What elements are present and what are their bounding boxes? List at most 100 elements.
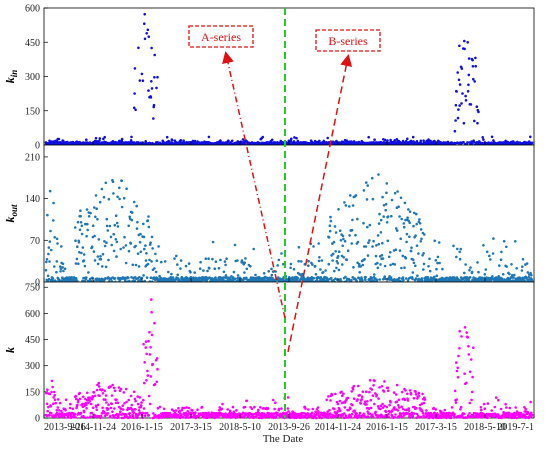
data-point [364, 278, 367, 282]
data-point [515, 267, 518, 270]
data-point [113, 407, 116, 410]
data-point [393, 139, 397, 142]
data-point [191, 409, 194, 412]
data-point [356, 240, 360, 244]
data-point [373, 138, 376, 141]
data-point [86, 416, 89, 419]
data-point [45, 260, 48, 264]
data-point [109, 414, 112, 418]
data-point [406, 137, 409, 141]
data-point [466, 41, 470, 44]
data-point [375, 393, 379, 397]
data-point [244, 257, 247, 260]
data-point [289, 139, 293, 143]
data-point [273, 407, 276, 411]
data-point [490, 135, 494, 139]
data-point [99, 257, 103, 261]
data-point [105, 224, 109, 228]
data-point [404, 256, 408, 260]
data-point [289, 266, 292, 270]
data-point [467, 344, 470, 348]
data-point [458, 104, 462, 107]
data-point [245, 267, 249, 271]
data-point [97, 238, 101, 241]
data-point [132, 200, 136, 204]
data-point [409, 249, 413, 253]
data-point [473, 80, 477, 83]
data-point [127, 276, 130, 280]
data-point [104, 265, 108, 269]
data-point [162, 407, 166, 411]
data-point [76, 245, 79, 248]
data-point [412, 396, 416, 400]
data-point [428, 269, 432, 273]
data-point [453, 416, 457, 419]
data-point [129, 394, 133, 398]
data-point [343, 201, 346, 204]
data-point [491, 275, 494, 278]
data-point [393, 263, 397, 266]
data-point [109, 385, 112, 388]
data-point [381, 257, 385, 260]
data-point [346, 249, 350, 252]
data-point [415, 222, 419, 226]
data-point [98, 139, 101, 142]
data-point [468, 268, 471, 272]
data-point [417, 391, 421, 395]
data-point [144, 340, 148, 343]
data-point [408, 210, 412, 213]
data-point [312, 245, 315, 248]
x-tick-label: 2016-1-15 [121, 422, 163, 433]
data-point [150, 310, 153, 314]
data-point [393, 191, 397, 195]
data-point [415, 212, 418, 216]
data-point [58, 265, 62, 268]
data-point [85, 208, 89, 211]
data-point [91, 224, 95, 227]
data-point [149, 346, 152, 349]
data-point [128, 215, 131, 219]
data-point [79, 221, 83, 224]
data-point [155, 259, 159, 263]
data-point [78, 391, 81, 395]
data-point [51, 277, 55, 280]
data-point [112, 386, 116, 390]
data-point [349, 415, 353, 419]
data-point [120, 137, 124, 141]
data-point [466, 336, 470, 339]
data-point [106, 412, 110, 415]
data-point [48, 189, 52, 193]
data-point [406, 216, 409, 219]
data-point [103, 389, 106, 393]
data-point [174, 409, 178, 412]
data-point [471, 375, 474, 379]
data-point [457, 78, 461, 82]
data-point [46, 274, 50, 278]
data-point [55, 408, 59, 412]
data-point [147, 339, 150, 343]
data-point [373, 379, 376, 383]
data-point [390, 214, 393, 218]
data-point [397, 205, 400, 208]
data-point [171, 276, 175, 279]
data-point [400, 217, 404, 221]
data-point [374, 254, 378, 258]
data-point [96, 403, 100, 407]
data-point [456, 247, 459, 251]
data-point [520, 269, 524, 272]
data-point [245, 399, 249, 403]
data-point [485, 250, 489, 254]
data-point [490, 409, 494, 412]
data-point [267, 270, 271, 273]
data-point [310, 411, 314, 415]
data-point [217, 416, 220, 419]
data-point [140, 72, 144, 76]
data-point [457, 354, 460, 358]
data-point [455, 255, 458, 259]
data-point [470, 398, 473, 402]
data-point [99, 254, 102, 258]
data-point [354, 233, 357, 237]
data-point [337, 208, 340, 211]
data-point [373, 273, 376, 276]
data-point [139, 250, 143, 254]
